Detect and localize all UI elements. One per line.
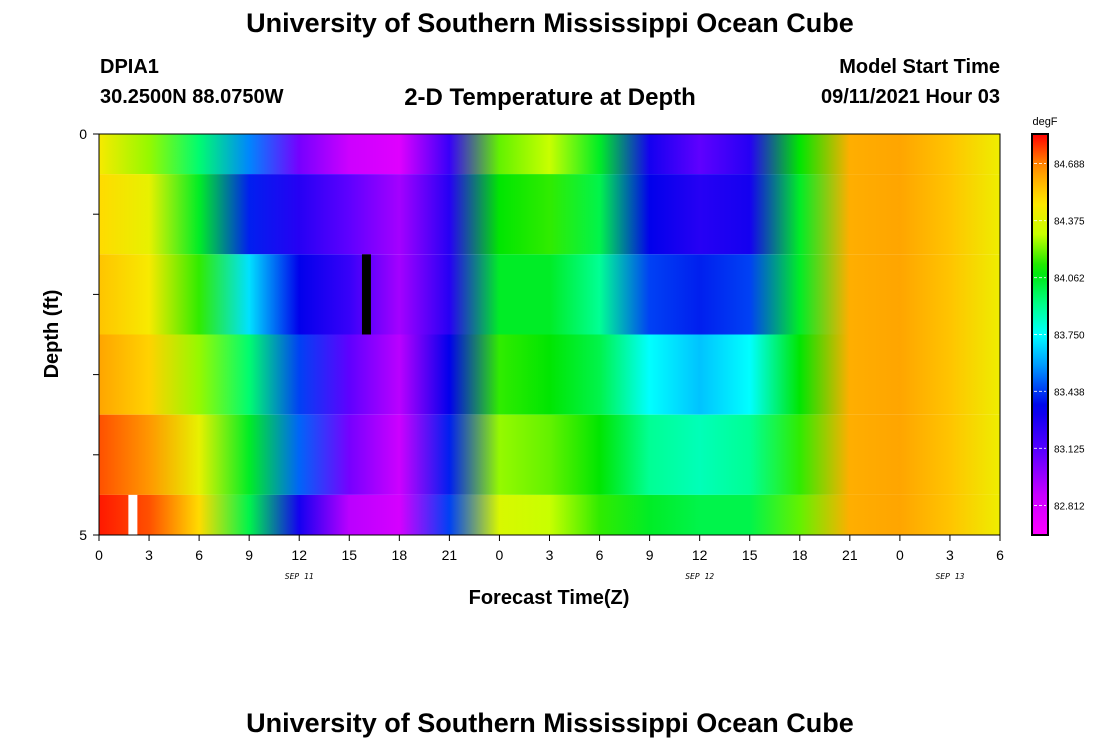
x-axis: 0 3 6 9 12 15 18 21 0 3 6 9 12 15 18 21 0 3 6 SEP 11 SEP 12 S… bbox=[95, 535, 1004, 581]
colorbar: 84.688 84.375 84.062 83.750 83.438 83.125 82.8… bbox=[1031, 133, 1085, 536]
colorbar-label: 83.438 bbox=[1054, 387, 1085, 398]
colorbar-label: 83.125 bbox=[1054, 444, 1085, 455]
x-tick-label: 15 bbox=[742, 547, 758, 563]
depth-marker bbox=[361, 254, 371, 335]
chart-subtitle: 2-D Temperature at Depth bbox=[404, 84, 696, 111]
footer-title: University of Southern Mississippi Ocean… bbox=[246, 708, 854, 738]
colorbar-unit: degF bbox=[1032, 116, 1057, 128]
heatmap-cells bbox=[99, 134, 1000, 535]
heatmap-row bbox=[99, 334, 1000, 415]
heatmap-row bbox=[99, 174, 1000, 255]
x-tick-label: 15 bbox=[341, 547, 357, 563]
x-tick-label: 6 bbox=[195, 547, 203, 563]
date-label: SEP 13 bbox=[935, 572, 964, 581]
colorbar-label: 82.812 bbox=[1054, 501, 1085, 512]
heatmap-row bbox=[99, 254, 1000, 335]
colorbar-label: 84.375 bbox=[1054, 217, 1085, 228]
x-tick-label: 6 bbox=[596, 547, 604, 563]
station-coordinates: 30.2500N 88.0750W bbox=[100, 86, 284, 108]
heatmap-row bbox=[99, 414, 1000, 495]
heatmap-chart: 0 3 6 9 12 15 18 21 0 3 6 9 12 15 18 21 0 3 6 SEP 11 SEP 12 S… bbox=[41, 116, 1085, 609]
page-title: University of Southern Mississippi Ocean… bbox=[246, 8, 854, 38]
x-tick-label: 9 bbox=[646, 547, 654, 563]
markers bbox=[128, 254, 371, 535]
x-tick-label: 3 bbox=[946, 547, 954, 563]
colorbar-label: 84.688 bbox=[1054, 160, 1085, 171]
y-tick-label: 0 bbox=[79, 126, 87, 142]
x-tick-label: 0 bbox=[95, 547, 103, 563]
x-tick-label: 21 bbox=[442, 547, 458, 563]
y-tick-label: 5 bbox=[79, 527, 87, 543]
depth-marker bbox=[128, 494, 138, 535]
x-tick-label: 3 bbox=[546, 547, 554, 563]
heatmap-row bbox=[99, 494, 1000, 535]
x-tick-label: 3 bbox=[145, 547, 153, 563]
y-axis: 05 bbox=[79, 126, 99, 543]
x-tick-label: 21 bbox=[842, 547, 858, 563]
colorbar-label: 84.062 bbox=[1054, 274, 1085, 285]
date-label: SEP 12 bbox=[685, 572, 714, 581]
date-label: SEP 11 bbox=[285, 572, 314, 581]
x-tick-label: 12 bbox=[291, 547, 307, 563]
x-tick-label: 9 bbox=[245, 547, 253, 563]
station-id: DPIA1 bbox=[100, 56, 159, 78]
x-tick-label: 0 bbox=[496, 547, 504, 563]
heatmap-row bbox=[99, 134, 1000, 175]
x-tick-label: 0 bbox=[896, 547, 904, 563]
colorbar-label: 83.750 bbox=[1054, 331, 1085, 342]
x-tick-label: 18 bbox=[392, 547, 408, 563]
y-axis-label: Depth (ft) bbox=[41, 290, 63, 379]
x-tick-label: 6 bbox=[996, 547, 1004, 563]
x-tick-label: 12 bbox=[692, 547, 708, 563]
model-start-label: Model Start Time bbox=[839, 56, 1000, 78]
model-start-value: 09/11/2021 Hour 03 bbox=[820, 86, 1000, 108]
x-tick-label: 18 bbox=[792, 547, 808, 563]
x-axis-label: Forecast Time(Z) bbox=[469, 587, 630, 609]
